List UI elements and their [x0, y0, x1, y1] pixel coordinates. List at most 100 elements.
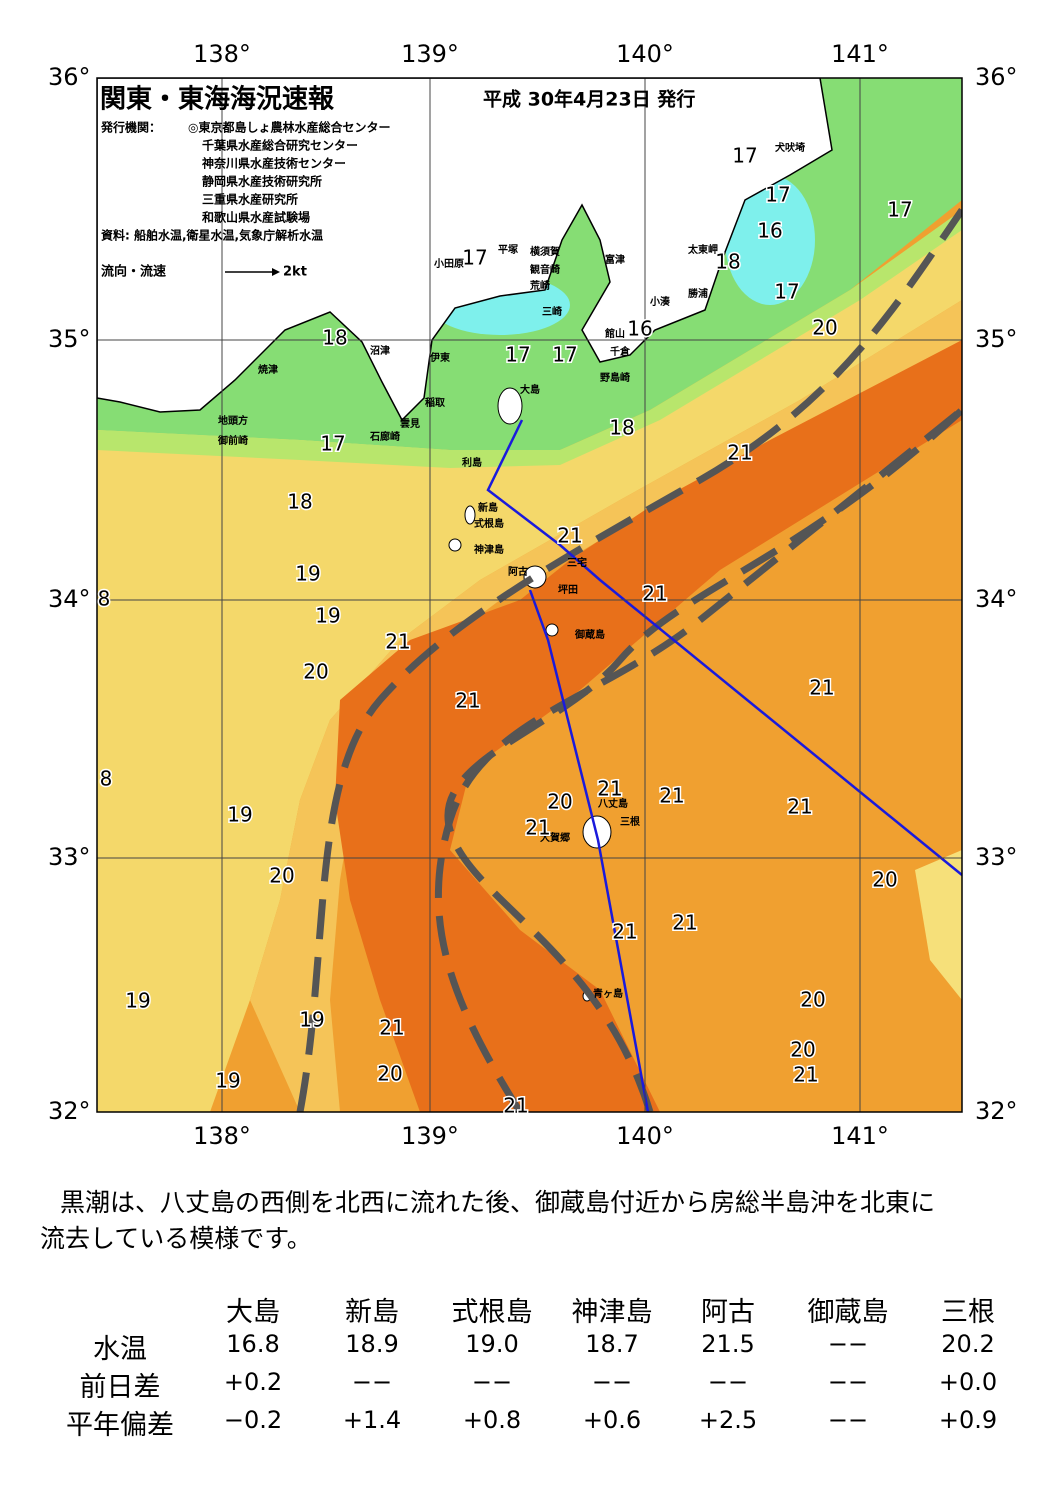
- cell: 18.9: [345, 1330, 399, 1358]
- isotherm-label: 20: [872, 868, 897, 892]
- column-header: 式根島: [451, 1297, 533, 1328]
- cell: −−: [827, 1406, 869, 1434]
- place-name: 焼津: [258, 363, 278, 376]
- row-label: 水温: [93, 1334, 147, 1365]
- isotherm-label: 17: [765, 183, 790, 207]
- isotherm-label: 20: [547, 790, 572, 814]
- island: [497, 387, 523, 425]
- place-name: 坪田: [558, 583, 578, 596]
- description-line: 黒潮は、八丈島の西側を北西に流れた後、御蔵島付近から房総半島沖を北東に: [60, 1188, 936, 1217]
- land: [97, 78, 833, 422]
- isotherm-label: 21: [793, 1063, 818, 1087]
- cell: +2.5: [698, 1406, 758, 1434]
- isotherm-label: 21: [503, 1094, 528, 1118]
- isotherm-label: 21: [379, 1016, 404, 1040]
- lon-label: 141°: [831, 1122, 889, 1150]
- isotherm-label: 20: [269, 864, 294, 888]
- map-body: [97, 78, 962, 1112]
- place-name: 観音崎: [530, 263, 560, 276]
- cell: 21.5: [701, 1330, 755, 1358]
- cell: 19.0: [465, 1330, 519, 1358]
- graticule: [97, 78, 962, 1112]
- kuroshio-core: [335, 340, 962, 1112]
- lon-label: 139°: [401, 1122, 459, 1150]
- isotherm-label: 19: [125, 989, 150, 1013]
- lon-label: 138°: [193, 40, 251, 68]
- column-header: 三根: [941, 1297, 995, 1328]
- issue-date: 平成 30年4月23日 発行: [483, 88, 695, 111]
- isotherm-label: 16: [757, 219, 782, 243]
- lon-label: 138°: [193, 1122, 251, 1150]
- place-name: 石廊崎: [369, 430, 400, 443]
- isotherm-label: 21: [455, 689, 480, 713]
- place-name: 大島: [520, 383, 540, 396]
- issuer: 三重県水産研究所: [202, 192, 298, 207]
- place-name: 千倉: [610, 345, 631, 358]
- isotherm-label: 17: [774, 280, 799, 304]
- source: 資料: 船舶水温,衛星水温,気象庁解析水温: [101, 228, 323, 243]
- place-name: 利島: [462, 456, 482, 469]
- place-name: 稲取: [425, 396, 446, 409]
- issuer: 和歌山県水産試験場: [201, 210, 310, 225]
- issuer: ◎東京都島しょ農林水産総合センター: [188, 120, 390, 135]
- lon-label: 141°: [831, 40, 889, 68]
- kuroshio-axis: [296, 208, 962, 1112]
- place-name: 平塚: [498, 243, 518, 256]
- column-header: 新島: [345, 1297, 399, 1328]
- lon-label: 140°: [616, 1122, 674, 1150]
- isotherm-label: 21: [727, 441, 752, 465]
- cell: −−: [591, 1368, 633, 1396]
- place-name: 太東岬: [687, 243, 718, 256]
- place-name: 八丈島: [597, 797, 628, 810]
- cell: +0.9: [938, 1406, 998, 1434]
- row-label: 前日差: [79, 1372, 161, 1403]
- isotherm-label: 18: [715, 250, 740, 274]
- column-header: 大島: [226, 1297, 280, 1328]
- ship-track: [486, 419, 962, 1112]
- issuer: 千葉県水産総合研究センター: [202, 138, 358, 153]
- isotherm-label: 17: [462, 246, 487, 270]
- sea-cold: [725, 175, 815, 305]
- isotherm-label: 17: [320, 432, 345, 456]
- isotherm-label: 19: [299, 1008, 324, 1032]
- issuer: 神奈川県水産技術センター: [202, 156, 346, 171]
- sea-yellow-green: [97, 210, 962, 468]
- sea-yellow-east: [915, 850, 962, 1000]
- place-name: 小湊: [649, 295, 671, 308]
- lat-label: 34°: [48, 585, 91, 613]
- cell: +1.4: [342, 1406, 402, 1434]
- isotherm-label: 16: [627, 317, 652, 341]
- place-name: 荒崎: [529, 279, 550, 292]
- isotherm-label: 21: [385, 630, 410, 654]
- isotherm-label: 18: [609, 416, 634, 440]
- isotherm-label: 8: [98, 587, 111, 611]
- place-name: 三根: [620, 815, 640, 828]
- isotherm-label: 17: [552, 343, 577, 367]
- lat-label: 33°: [975, 843, 1018, 871]
- isotherm-label: 19: [315, 604, 340, 628]
- legend-speed: 2kt: [283, 265, 307, 280]
- place-name: 沼津: [370, 344, 390, 357]
- place-name: 小田原: [433, 257, 464, 270]
- lat-label: 33°: [48, 843, 91, 871]
- legend-arrow-head: [272, 268, 280, 276]
- place-name: 御前崎: [217, 434, 248, 447]
- cell: +0.8: [462, 1406, 522, 1434]
- lon-label: 139°: [401, 40, 459, 68]
- map-frame: [96, 77, 963, 1113]
- isotherm-label: 21: [597, 777, 622, 801]
- cell: −−: [827, 1368, 869, 1396]
- cell: −−: [351, 1368, 393, 1396]
- column-header: 神津島: [571, 1297, 653, 1328]
- place-name: 新島: [478, 501, 498, 514]
- place-name: 勝浦: [688, 287, 708, 300]
- place-name: 三崎: [542, 305, 562, 318]
- place-name: 御蔵島: [574, 628, 605, 641]
- place-name: 犬吠埼: [775, 141, 805, 154]
- cell: +0.2: [223, 1368, 283, 1396]
- island: [448, 538, 462, 552]
- cell: −−: [471, 1368, 513, 1396]
